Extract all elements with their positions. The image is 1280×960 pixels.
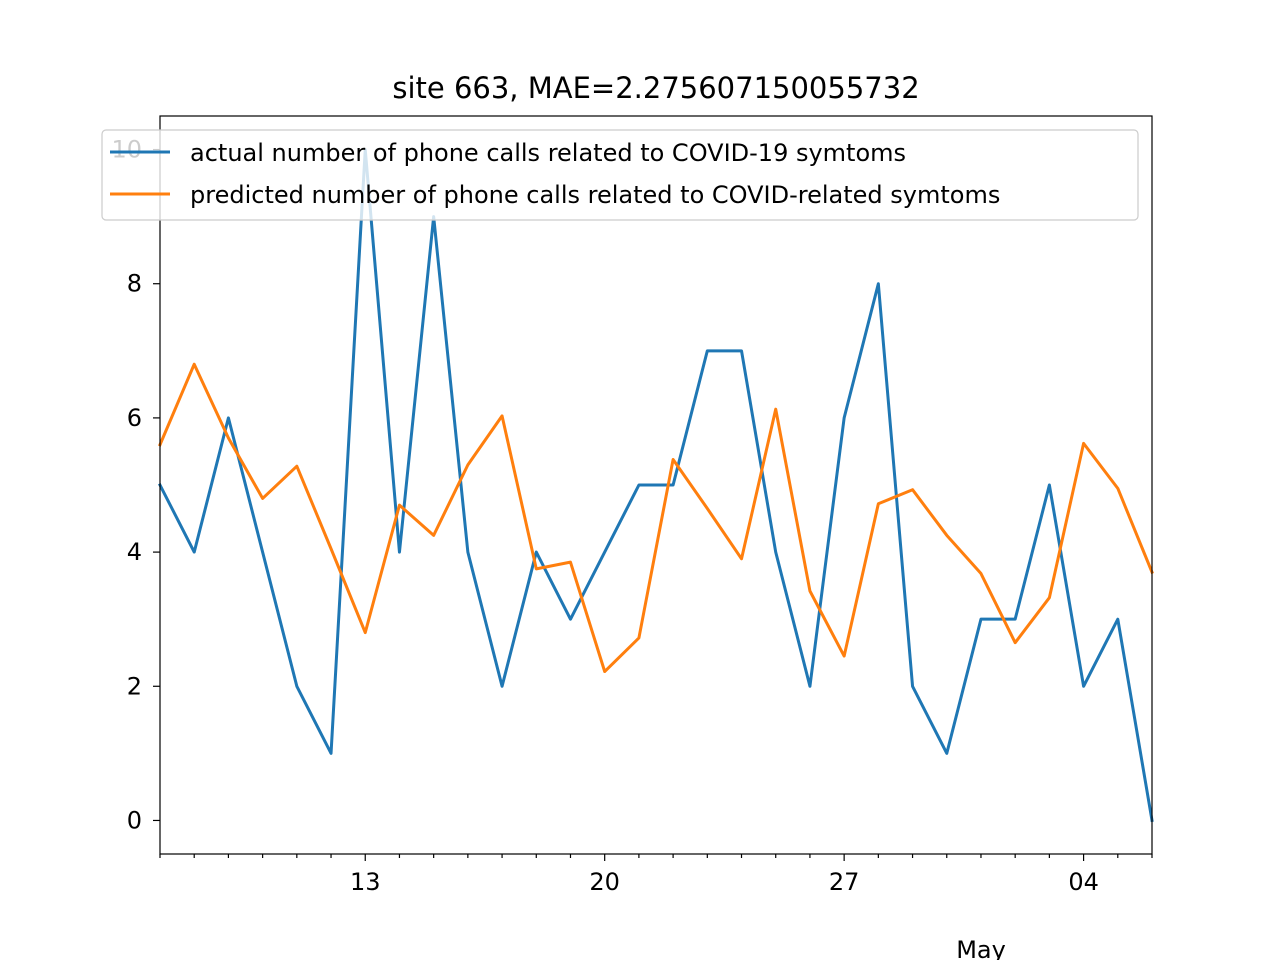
- legend-box: [101, 129, 1139, 221]
- x-tick-label: 20: [589, 868, 620, 896]
- legend-label: predicted number of phone calls related …: [190, 181, 1000, 209]
- x-secondary-label: May: [956, 936, 1006, 960]
- series-line-actual: [157, 148, 1154, 823]
- series-line-predicted: [158, 362, 1154, 674]
- y-tick-label: 6: [127, 404, 142, 432]
- y-tick-label: 0: [127, 806, 142, 834]
- plot-frame: [159, 115, 1153, 855]
- legend-label: actual number of phone calls related to …: [190, 139, 906, 167]
- y-tick-label: 2: [127, 672, 142, 700]
- y-tick-label: 4: [127, 538, 142, 566]
- x-tick-label: 27: [829, 868, 860, 896]
- chart-title: site 663, MAE=2.275607150055732: [392, 71, 919, 105]
- series-lines: [157, 148, 1154, 823]
- y-tick-label: 8: [127, 270, 142, 298]
- x-tick-label: 04: [1068, 868, 1099, 896]
- x-tick-label: 13: [350, 868, 381, 896]
- legend: actual number of phone calls related to …: [101, 129, 1139, 221]
